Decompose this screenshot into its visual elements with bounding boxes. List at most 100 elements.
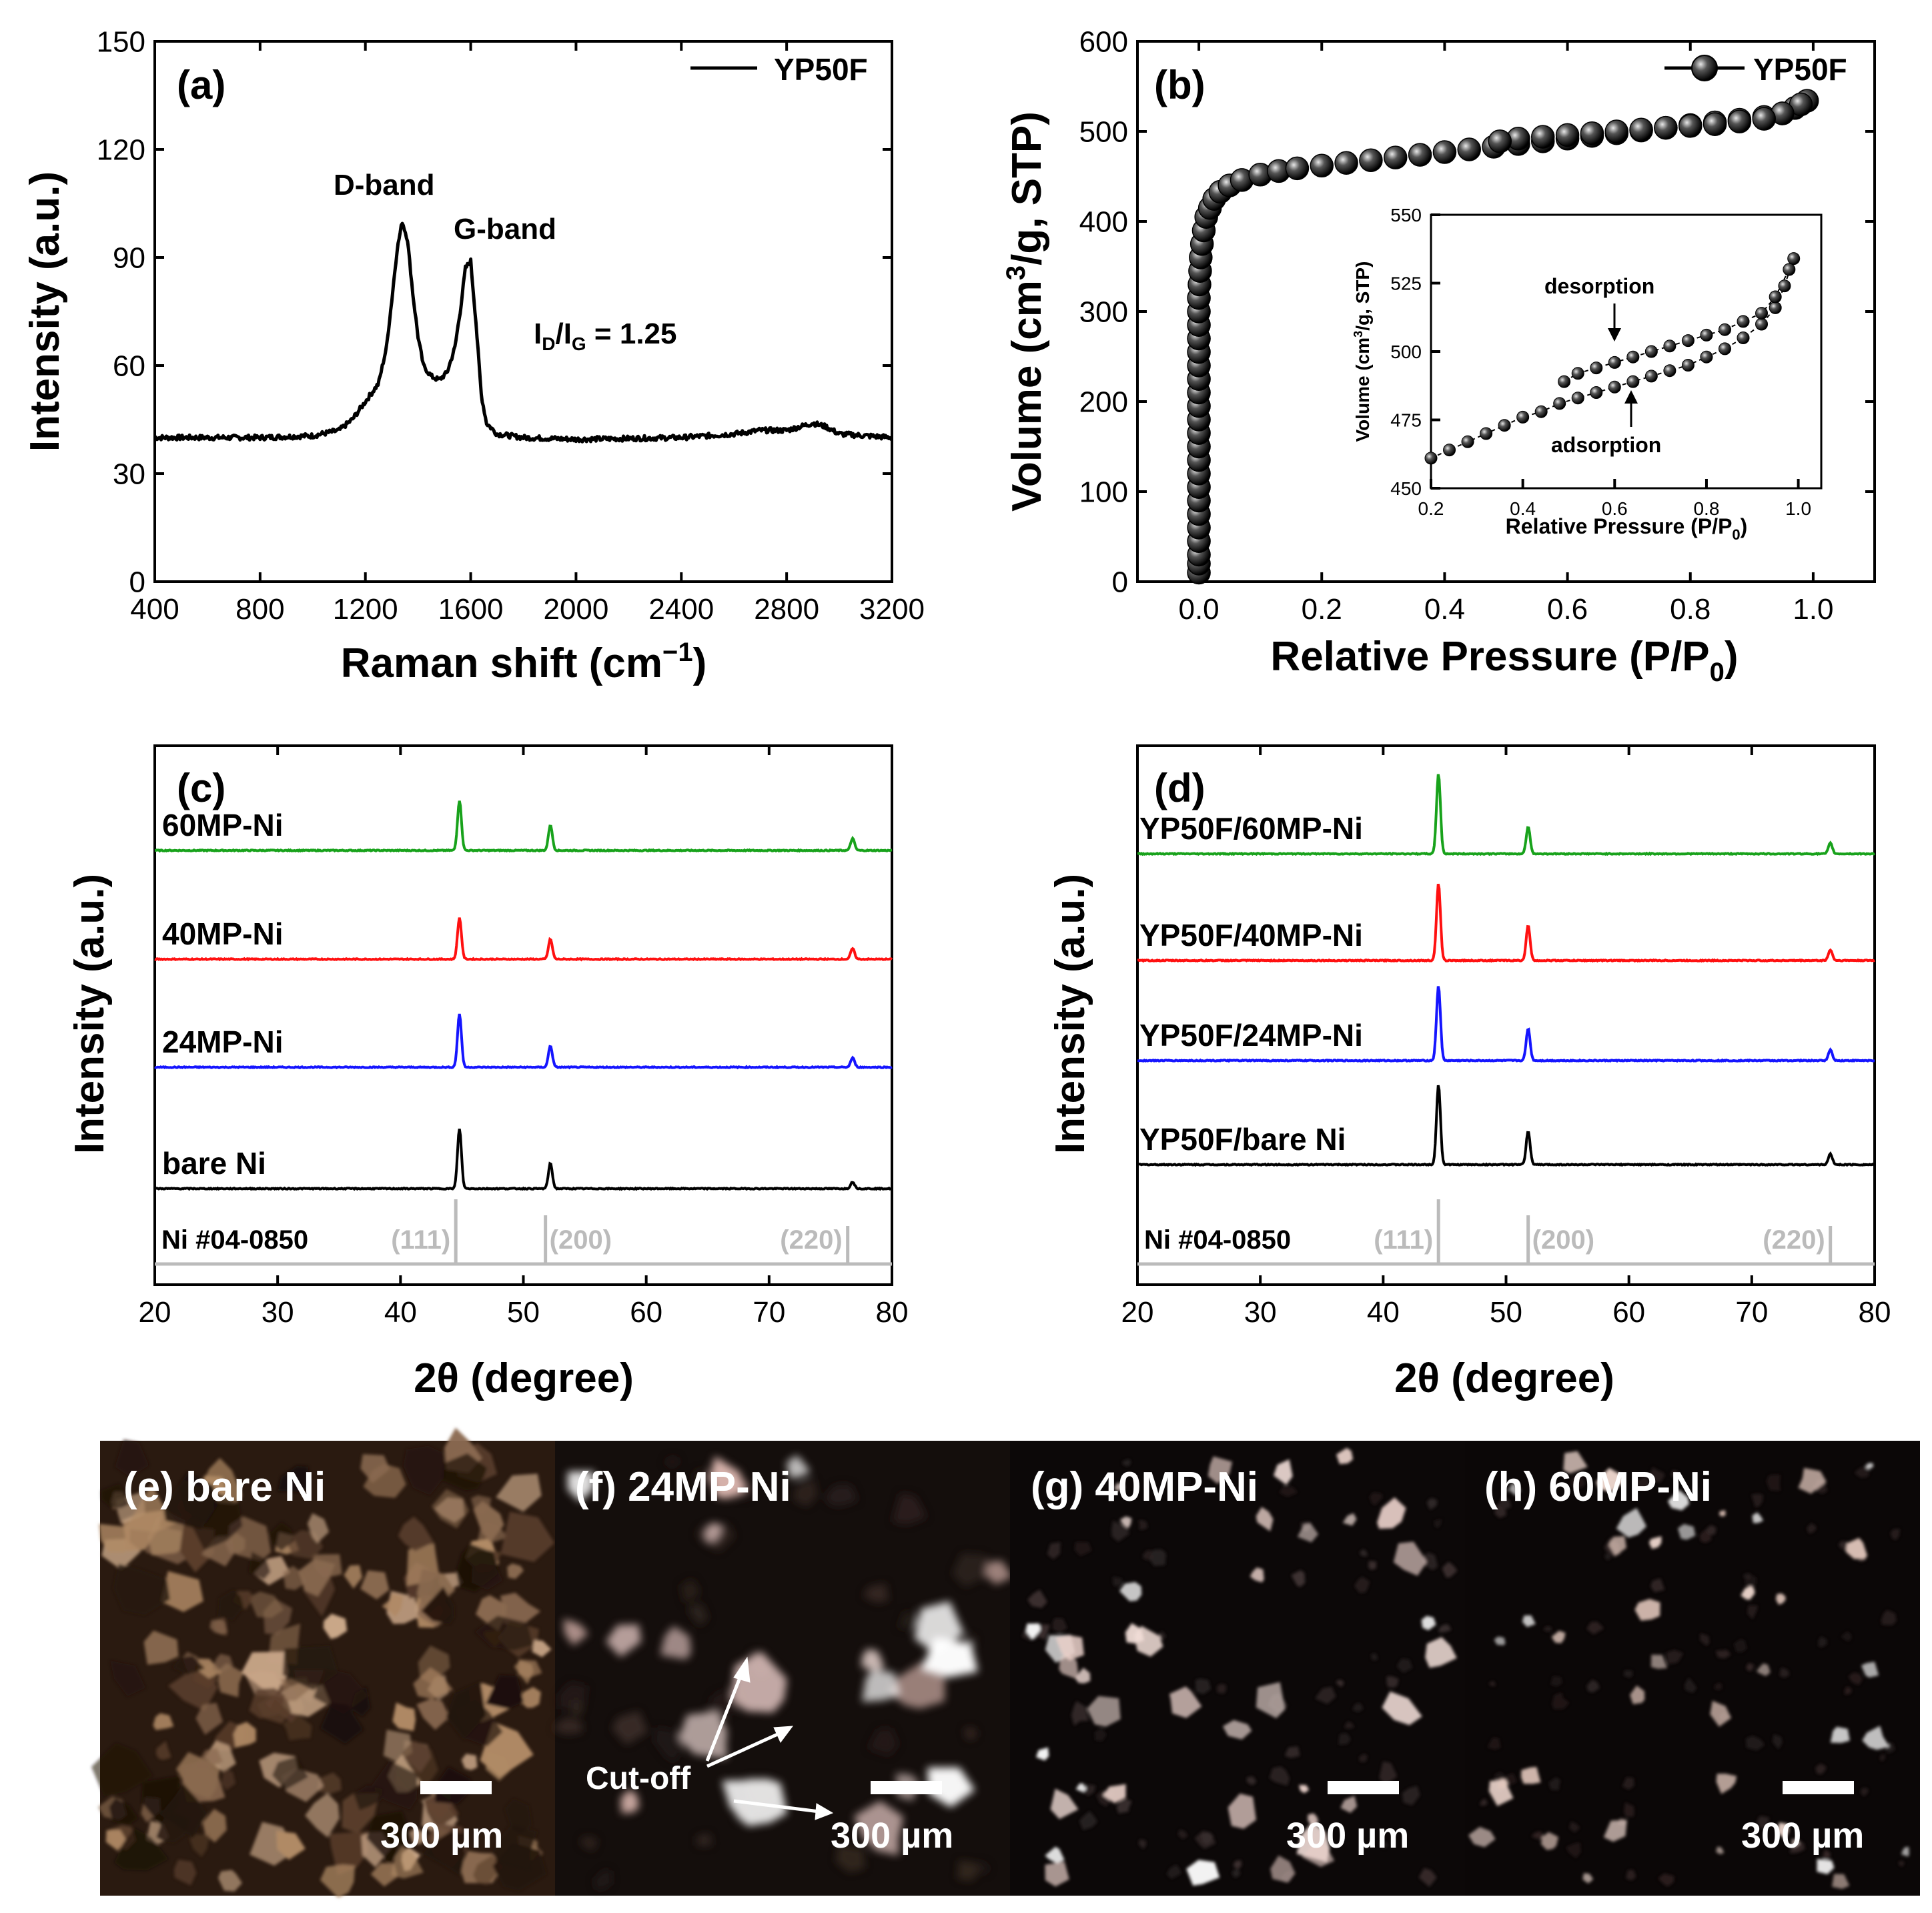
texture-grain [514,1660,534,1685]
texture-grain [1045,1861,1069,1887]
texture-grain [354,1785,383,1810]
panel-d-series-label: YP50F/bare Ni [1139,1122,1346,1157]
texture-grain [248,1551,271,1580]
inset-desorption-point [1755,307,1769,320]
texture-grain [580,1836,598,1852]
panel-b-adsorption-point [1359,148,1383,172]
inset-x-tick-label: 0.8 [1693,498,1719,519]
texture-grain [897,1611,921,1628]
texture-grain [1149,1549,1166,1566]
inset-desorption-arrowhead [1608,328,1621,342]
panel-b: 0.0 0.2 0.4 0.6 0.8 1.0 0 100 200 300 400 500 600 (… [1001,25,1876,687]
texture-grain [952,1553,987,1587]
texture-grain [143,1630,179,1665]
panel-d-x-axis-title: 2θ (degree) [1394,1355,1614,1401]
inset-y-tick-label: 450 [1390,478,1422,499]
texture-grain [689,1604,709,1627]
texture-grain [1027,1589,1047,1608]
texture-grain [1075,1668,1091,1684]
panel-c-series-line [154,1129,893,1191]
texture-grain [1603,1820,1627,1842]
texture-grain [1752,1512,1764,1523]
inset-desorption-point [1783,263,1796,276]
panel-b-y-axis-title: Volume (cm3/g, STP) [1001,111,1050,512]
texture-grain [1336,1680,1344,1688]
texture-grain [1501,1487,1509,1494]
texture-grain [109,1798,138,1825]
panel-a-x-tick-label: 2400 [648,593,714,626]
panel-c-series-line [153,1013,893,1070]
micrograph-h-scale-bar [1783,1781,1854,1794]
reference-peak-label: (111) [391,1225,450,1255]
panel-b-x-tick-label: 1.0 [1793,593,1833,626]
inset-adsorption-point [1718,342,1731,356]
panel-a-y-tick-label: 0 [129,566,145,598]
reference-peak-label: (200) [550,1225,612,1255]
panel-a: 400 800 1200 1600 2000 2400 2800 3200 0 30 60 90 12… [22,25,925,686]
micrograph-g: (g) 40MP-Ni 300 µm [1010,1441,1465,1896]
panel-a-g-band-label: G-band [454,213,556,245]
texture-grain [115,1439,149,1477]
panel-b-x-tick-label: 0.4 [1424,593,1465,626]
texture-grain [824,1484,859,1506]
texture-grain [391,1843,424,1879]
texture-grain [101,1483,129,1509]
inset-y-tick-label: 475 [1390,410,1422,430]
texture-grain [1751,1493,1763,1508]
inset-adsorption-line [1430,258,1795,459]
texture-grain [1269,1766,1290,1786]
texture-grain [1861,1662,1879,1678]
texture-grain [1550,1676,1562,1687]
texture-grain [318,1772,342,1794]
texture-grain [474,1616,533,1651]
texture-grain [114,1828,169,1871]
texture-grain [1426,1497,1438,1510]
panel-b-y-tick-label: 200 [1079,386,1128,418]
micrograph-f-texture [552,1455,1013,1891]
texture-grain [403,1445,444,1495]
panel-b-desorption-point [1727,109,1752,133]
texture-grain [1733,1639,1747,1652]
texture-grain [889,1661,945,1709]
panel-c: 20 30 40 50 60 70 80 Ni #04-0850 (111) (200) (220… [67,744,908,1401]
texture-grain [1586,1622,1604,1635]
texture-grain [1772,1734,1783,1750]
micrograph-h-scale-text: 300 µm [1741,1816,1864,1856]
panel-a-frame [153,40,893,583]
texture-grain [1570,1475,1586,1489]
texture-grain [470,1495,492,1515]
texture-grain [1569,1821,1580,1833]
texture-grain [1352,1703,1364,1712]
texture-grain [173,1860,197,1886]
texture-grain [366,1811,411,1864]
texture-grain [1626,1870,1636,1881]
texture-grain [1393,1541,1427,1576]
texture-grain [159,1783,207,1839]
texture-grain [307,1513,330,1543]
panel-a-d-band-label: D-band [334,169,435,201]
texture-grain [1715,1650,1731,1659]
texture-grain [233,1722,256,1748]
texture-grain [313,1668,369,1715]
panel-a-x-tick-label: 2800 [754,593,819,626]
texture-grain [1756,1663,1771,1676]
panel-d-series-line [1137,1085,1875,1167]
texture-grain [1841,1631,1852,1642]
texture-grain [1700,1633,1710,1646]
texture-grain [91,1742,153,1796]
texture-grain [1370,1653,1378,1661]
texture-grain [1208,1456,1233,1484]
texture-grain [1757,1816,1770,1830]
micrograph-f-scale-bar [871,1781,942,1794]
panel-d-x-tick-label: 40 [1367,1296,1400,1329]
texture-grain [305,1793,340,1838]
texture-grain [1677,1523,1696,1540]
panel-c-x-tick-label: 70 [753,1296,785,1329]
texture-grain [1796,1846,1802,1852]
micrograph-e-scale-text: 300 µm [380,1816,503,1856]
texture-grain [320,1703,364,1744]
reference-peak-label: (111) [1374,1225,1433,1255]
inset-desorption-point [1608,356,1621,369]
texture-grain [278,1465,310,1492]
